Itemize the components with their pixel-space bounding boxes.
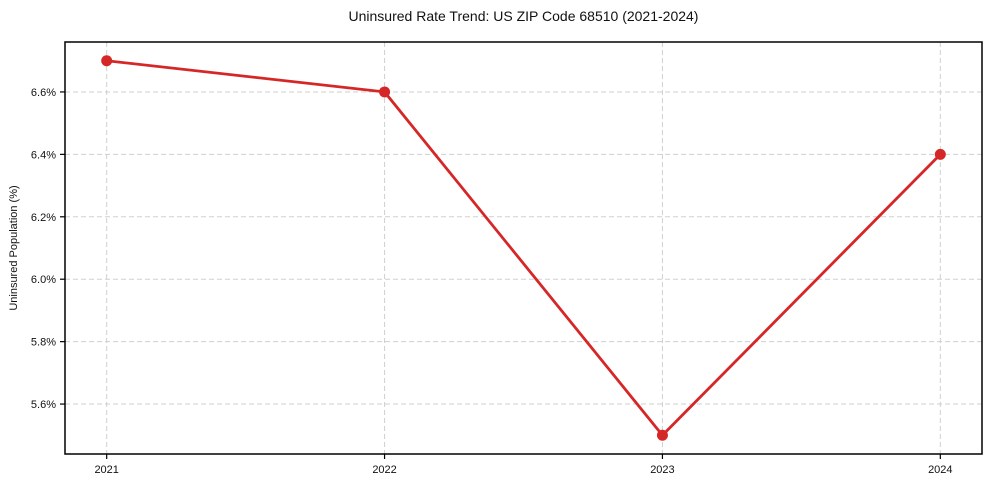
y-tick-label: 5.8% [31, 337, 56, 349]
data-point-marker [379, 86, 391, 98]
y-tick-label: 6.2% [31, 212, 56, 224]
data-point-marker [101, 55, 113, 67]
y-axis-label: Uninsured Population (%) [8, 185, 20, 311]
y-tick-label: 6.4% [31, 149, 56, 161]
chart-title: Uninsured Rate Trend: US ZIP Code 68510 … [348, 8, 699, 24]
data-point-marker [656, 429, 668, 441]
x-tick-label: 2022 [372, 464, 396, 476]
trend-line [105, 59, 942, 437]
data-point-marker [934, 148, 946, 160]
y-tick-label: 5.6% [31, 399, 56, 411]
y-tick-label: 6.6% [31, 87, 56, 99]
x-tick-label: 2024 [928, 464, 952, 476]
y-tick-label: 6.0% [31, 274, 56, 286]
x-tick-label: 2021 [94, 464, 118, 476]
x-tick-label: 2023 [650, 464, 674, 476]
plot-border [64, 41, 983, 455]
